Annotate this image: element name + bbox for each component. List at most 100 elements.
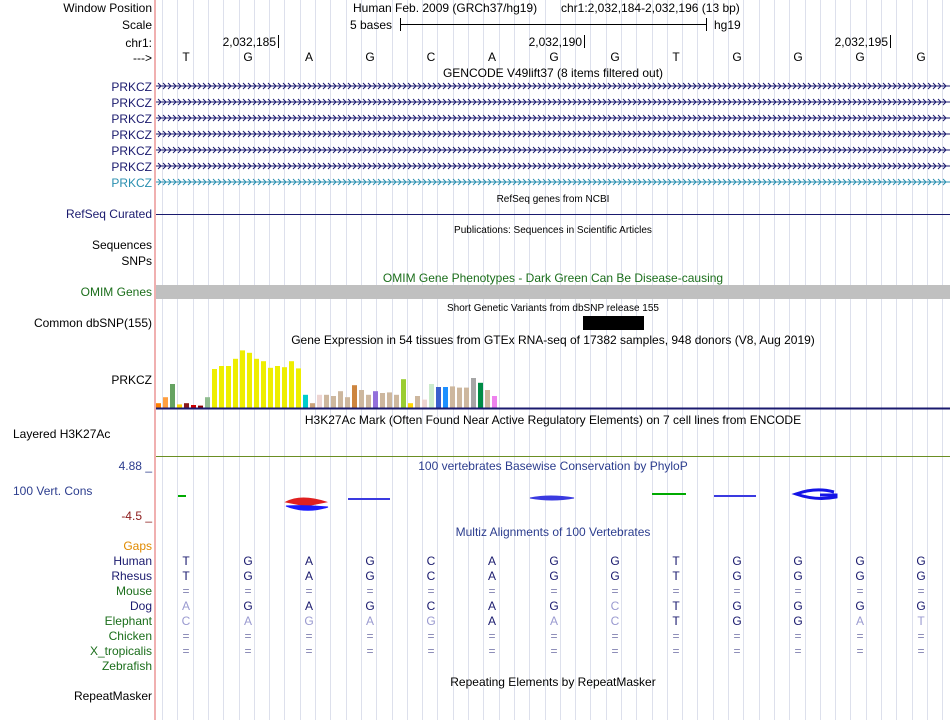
gencode-transcript[interactable] [156,82,950,90]
alignment-base: C [426,569,436,583]
gtex-tissue-bar[interactable] [198,405,203,408]
species-label-elephant[interactable]: Elephant [104,614,152,628]
guide-line [284,0,285,720]
gtex-tissue-bar[interactable] [156,403,161,408]
gencode-transcript-label[interactable]: PRKCZ [111,80,152,94]
gencode-transcript-label[interactable]: PRKCZ [111,112,152,126]
publications-title: Publications: Sequences in Scientific Ar… [454,225,652,236]
sequences-label[interactable]: Sequences [91,238,152,252]
gencode-transcript-label[interactable]: PRKCZ [111,144,152,158]
gtex-tissue-bar[interactable] [324,394,329,408]
gtex-tissue-bar[interactable] [429,384,434,408]
gtex-tissue-bar[interactable] [177,404,182,408]
gtex-tissue-bar[interactable] [240,350,245,408]
gtex-tissue-bar[interactable] [289,361,294,408]
species-label-human[interactable]: Human [113,554,152,568]
gtex-label[interactable]: PRKCZ [111,373,152,387]
alignment-base: A [487,599,496,613]
gencode-transcript[interactable] [156,178,950,186]
gtex-tissue-bar[interactable] [387,392,392,408]
gtex-tissue-bar[interactable] [373,391,378,408]
gtex-tissue-bar[interactable] [380,393,385,408]
repeatmasker-label[interactable]: RepeatMasker [73,689,152,703]
species-label-rhesus[interactable]: Rhesus [111,569,152,583]
gtex-tissue-bar[interactable] [296,368,301,408]
gtex-tissue-bar[interactable] [478,382,483,408]
gtex-tissue-bar[interactable] [310,403,315,408]
guide-line [896,0,897,720]
gencode-transcript[interactable] [156,114,950,122]
gencode-transcript[interactable] [156,130,950,138]
gtex-tissue-bar[interactable] [401,379,406,408]
h3k27ac-title: H3K27Ac Mark (Often Found Near Active Re… [304,413,802,427]
gtex-tissue-bar[interactable] [366,394,371,408]
gtex-tissue-bar[interactable] [485,390,490,408]
gtex-tissue-bar[interactable] [163,397,168,408]
gtex-tissue-bar[interactable] [219,366,224,408]
gtex-tissue-bar[interactable] [408,403,413,408]
gtex-tissue-bar[interactable] [345,397,350,408]
gtex-tissue-bar[interactable] [205,397,210,408]
track-label-column: Window Position Scale chr1: ---> PRKCZ PR… [0,0,154,720]
gencode-transcript-label[interactable]: PRKCZ [111,160,152,174]
gtex-tissue-bar[interactable] [492,396,497,408]
track-data-area[interactable]: Human Feb. 2009 (GRCh37/hg19) chr1:2,032… [156,0,950,720]
gtex-tissue-bar[interactable] [352,385,357,408]
cons-label[interactable]: 100 Vert. Cons [13,484,93,498]
gtex-tissue-bar[interactable] [464,387,469,408]
gtex-tissue-bar[interactable] [436,387,441,408]
gencode-transcript[interactable] [156,98,950,106]
gtex-tissue-bar[interactable] [268,367,273,408]
gtex-tissue-bar[interactable] [261,361,266,408]
gtex-tissue-bar[interactable] [303,394,308,408]
gtex-tissue-bar[interactable] [457,387,462,408]
gtex-tissue-bar[interactable] [359,390,364,408]
gtex-tissue-bar[interactable] [226,366,231,408]
refseq-label[interactable]: RefSeq Curated [65,207,152,221]
gtex-tissue-bar[interactable] [282,367,287,408]
dbsnp-variant[interactable] [583,316,644,330]
species-label-dog[interactable]: Dog [129,599,152,613]
gtex-tissue-bar[interactable] [254,358,259,408]
gtex-tissue-bar[interactable] [233,358,238,408]
alignment-base: = [427,584,435,598]
gencode-transcript[interactable] [156,146,950,154]
gtex-tissue-bar[interactable] [191,405,196,408]
guide-line [590,0,591,720]
species-label-chicken[interactable]: Chicken [108,629,152,643]
gencode-transcript-label[interactable]: PRKCZ [111,176,152,190]
gtex-tissue-bar[interactable] [247,352,252,408]
gtex-tissue-bar[interactable] [331,396,336,408]
gtex-tissue-bar[interactable] [338,391,343,408]
gtex-tissue-bar[interactable] [422,399,427,408]
species-label-x-tropicalis[interactable]: X_tropicalis [89,644,152,658]
gtex-expression-chart[interactable] [156,348,950,410]
gtex-tissue-bar[interactable] [471,378,476,408]
dbsnp-label[interactable]: Common dbSNP(155) [33,316,152,330]
conservation-logo[interactable] [156,480,950,516]
gencode-transcripts[interactable] [156,78,950,190]
gtex-tissue-bar[interactable] [275,366,280,408]
refseq-gene-line[interactable] [156,214,950,215]
gtex-tissue-bar[interactable] [415,396,420,408]
species-label-mouse[interactable]: Mouse [115,584,152,598]
omim-label[interactable]: OMIM Genes [80,285,152,299]
gtex-tissue-bar[interactable] [170,384,175,408]
snps-label[interactable]: SNPs [121,254,152,268]
gtex-tissue-bar[interactable] [450,386,455,408]
h3k27ac-label[interactable]: Layered H3K27Ac [13,427,111,441]
label-separator[interactable] [154,0,156,720]
gtex-tissue-bar[interactable] [394,394,399,408]
gtex-tissue-bar[interactable] [317,394,322,408]
omim-gene-bar[interactable] [156,285,950,299]
gencode-transcript-label[interactable]: PRKCZ [111,128,152,142]
gencode-transcript-label[interactable]: PRKCZ [111,96,152,110]
alignment-base: A [487,554,496,568]
gencode-transcript[interactable] [156,162,950,170]
gtex-tissue-bar[interactable] [212,369,217,408]
gtex-tissue-bar[interactable] [443,387,448,408]
gtex-tissue-bar[interactable] [184,403,189,408]
guide-line [529,0,530,720]
species-label-zebrafish[interactable]: Zebrafish [101,659,152,673]
